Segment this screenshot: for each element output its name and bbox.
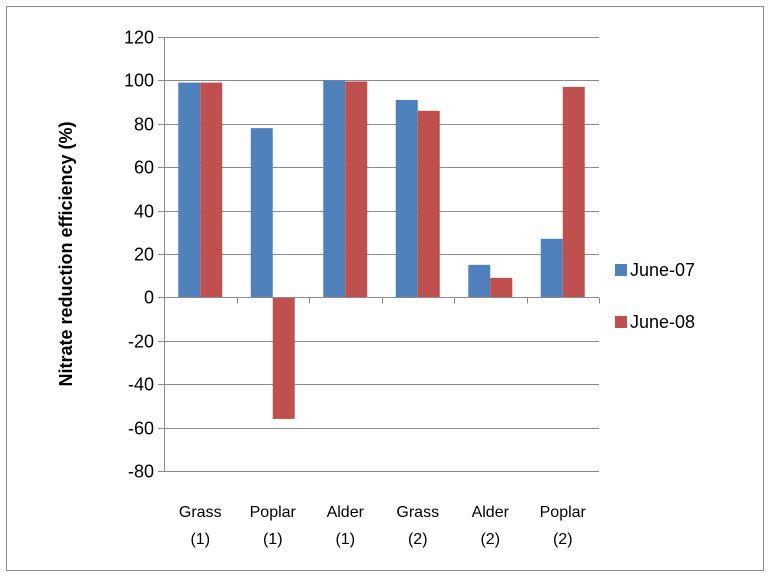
y-axis-ticks: -80 -60 -40 -20 0 20 40 60 80 100 120 [124,28,154,482]
bar-june-07 [178,82,201,298]
y-tick-label: 100 [124,71,154,91]
y-tick-label: -60 [128,419,154,439]
x-category-label: Grass [179,504,222,521]
bar-june-08 [272,297,295,419]
bar-june-07 [468,264,491,298]
x-category-label: (2) [408,531,428,548]
y-tick-label: -40 [128,375,154,395]
x-category-label: Alder [327,504,365,521]
y-axis-title: Nitrate reduction efficiency (%) [56,121,76,386]
bar-june-08 [345,81,368,298]
y-tick-label: 40 [134,202,154,222]
bars [178,80,585,419]
y-tick-label: 80 [134,115,154,135]
legend: June-07 June-08 [615,260,695,332]
y-tick-label: 60 [134,158,154,178]
x-category-label: Poplar [250,504,297,521]
y-tick-label: -80 [128,462,154,482]
bar-june-07 [540,238,563,298]
y-tick-label: 20 [134,245,154,265]
bar-june-07 [323,80,346,298]
y-tick-label: -20 [128,332,154,352]
gridlines [158,37,599,472]
x-category-label: (1) [335,531,355,548]
x-category-label: (1) [190,531,210,548]
bar-june-07 [395,99,418,298]
axes [164,37,600,471]
x-category-label: Poplar [540,504,587,521]
bar-june-07 [250,128,273,298]
x-category-label: Grass [396,504,439,521]
chart-frame [6,6,764,571]
x-axis-labels: Grass (1) Poplar (1) Alder (1) Grass (2) Alder (2… [179,504,587,548]
x-category-label: (2) [553,531,573,548]
legend-swatch [615,264,627,276]
x-category-label: (1) [263,531,283,548]
bar-june-08 [490,277,513,298]
y-tick-label: 0 [144,288,154,308]
legend-label: June-08 [630,312,695,332]
x-category-label: Alder [472,504,510,521]
y-tick-label: 120 [124,28,154,48]
bar-june-08 [562,86,585,298]
bar-june-08 [417,110,440,298]
legend-swatch [615,316,627,328]
bar-june-08 [200,82,223,298]
x-category-label: (2) [480,531,500,548]
legend-label: June-07 [630,260,695,280]
